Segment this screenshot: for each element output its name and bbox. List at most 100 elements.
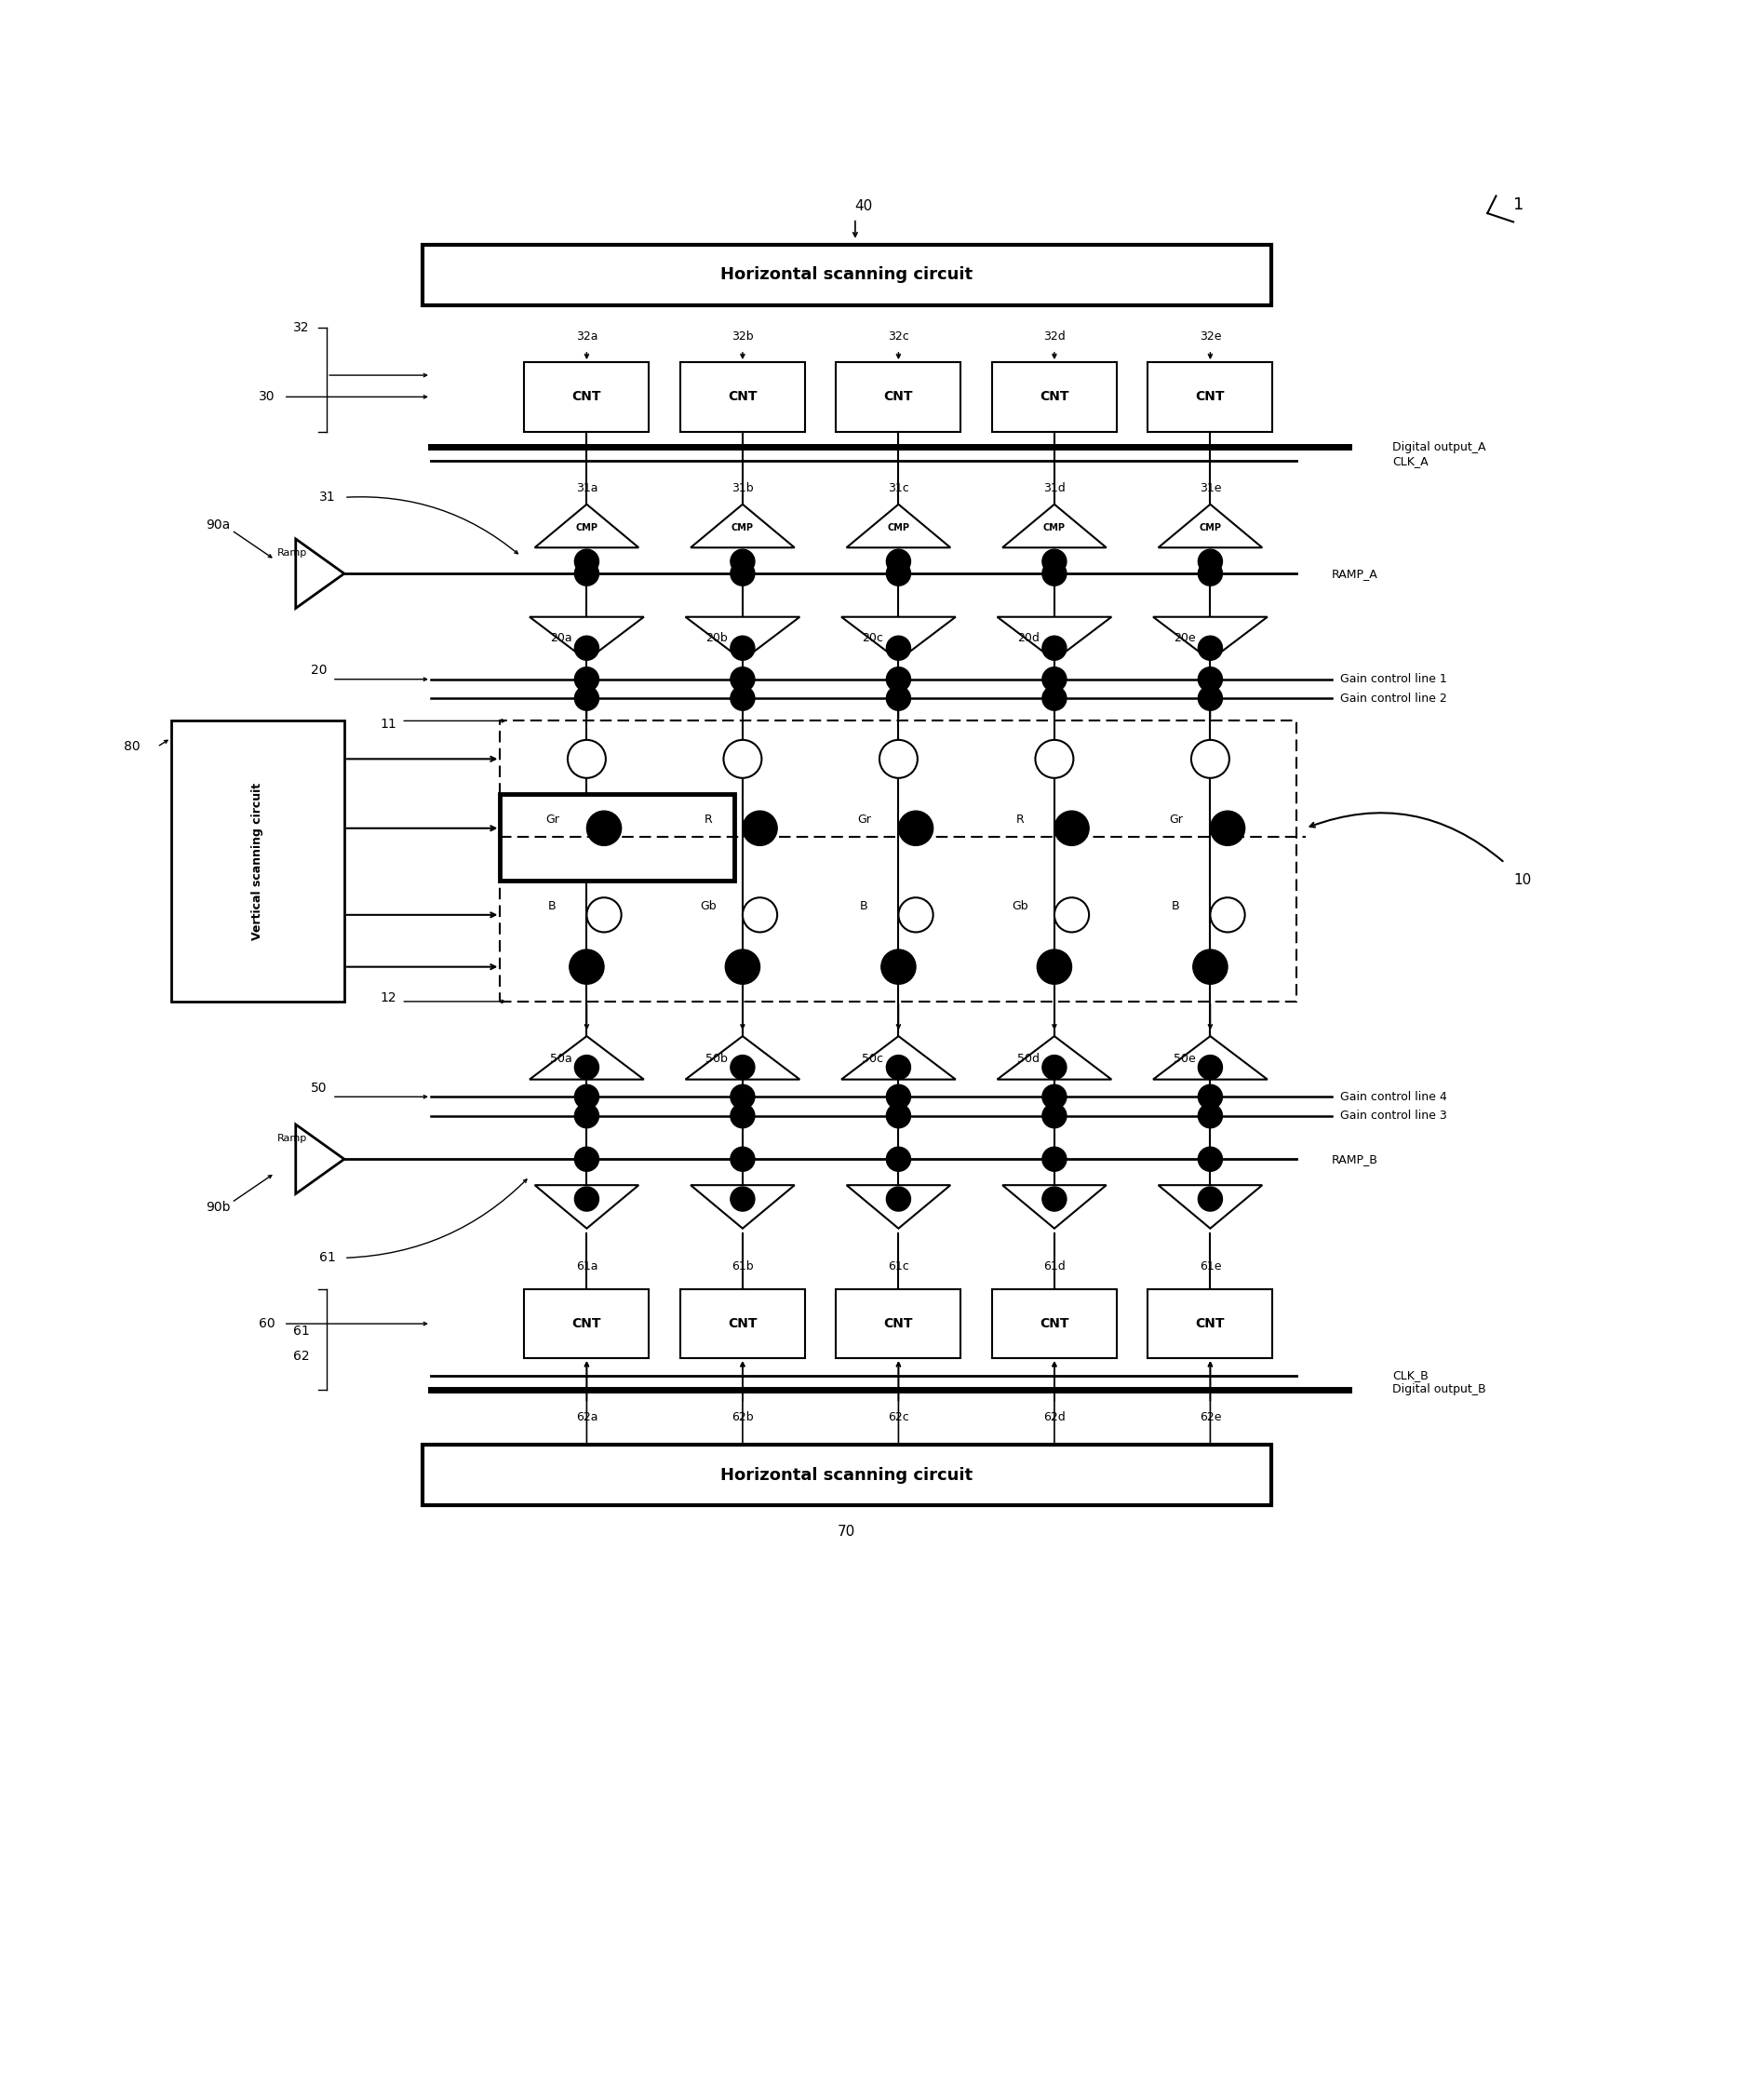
Polygon shape	[295, 1124, 344, 1193]
Circle shape	[574, 668, 599, 691]
Text: 32c: 32c	[888, 330, 909, 342]
Circle shape	[1199, 561, 1223, 586]
Circle shape	[1042, 550, 1066, 573]
Text: 90a: 90a	[206, 519, 230, 531]
Circle shape	[1199, 636, 1223, 659]
Polygon shape	[686, 617, 799, 659]
Text: Gain control line 2: Gain control line 2	[1340, 693, 1447, 704]
Text: CNT: CNT	[1040, 391, 1070, 403]
Text: 61d: 61d	[1044, 1260, 1066, 1273]
Text: Gr: Gr	[1169, 813, 1183, 825]
Bar	[422, 1445, 1270, 1506]
Text: 61e: 61e	[1199, 1260, 1221, 1273]
Circle shape	[731, 1054, 756, 1079]
Circle shape	[726, 949, 759, 985]
Circle shape	[1042, 668, 1066, 691]
Circle shape	[1199, 1105, 1223, 1128]
Text: 31e: 31e	[1199, 483, 1221, 496]
Circle shape	[881, 949, 916, 985]
Polygon shape	[295, 540, 344, 609]
Text: CMP: CMP	[576, 1199, 599, 1210]
Text: Gr: Gr	[857, 813, 871, 825]
Text: 50c: 50c	[862, 1052, 883, 1065]
Circle shape	[886, 561, 911, 586]
Circle shape	[1199, 550, 1223, 573]
Text: Digital output_B: Digital output_B	[1393, 1384, 1485, 1397]
Circle shape	[574, 1105, 599, 1128]
Text: 50a: 50a	[550, 1052, 572, 1065]
Circle shape	[886, 550, 911, 573]
Text: 20b: 20b	[705, 632, 728, 645]
Text: 20d: 20d	[1017, 632, 1040, 645]
Text: 62e: 62e	[1199, 1411, 1221, 1424]
Circle shape	[1042, 1105, 1066, 1128]
Circle shape	[899, 897, 934, 932]
Circle shape	[574, 550, 599, 573]
Text: 50b: 50b	[705, 1052, 728, 1065]
Text: Gb: Gb	[700, 901, 715, 911]
Bar	[836, 1289, 961, 1359]
Bar	[681, 361, 804, 430]
Circle shape	[1042, 636, 1066, 659]
Text: CMP: CMP	[731, 523, 754, 533]
Text: 32a: 32a	[576, 330, 597, 342]
Polygon shape	[1153, 617, 1267, 659]
Circle shape	[1042, 1054, 1066, 1079]
Text: RAMP_B: RAMP_B	[1331, 1153, 1379, 1166]
Circle shape	[1199, 1054, 1223, 1079]
Bar	[836, 361, 961, 430]
Text: 70: 70	[838, 1525, 855, 1539]
Circle shape	[886, 1147, 911, 1172]
Bar	[1148, 361, 1272, 430]
Circle shape	[1035, 739, 1073, 777]
Circle shape	[731, 1084, 756, 1109]
Circle shape	[731, 561, 756, 586]
Circle shape	[1192, 739, 1228, 777]
Circle shape	[886, 636, 911, 659]
Text: 62: 62	[293, 1350, 309, 1363]
Text: 90b: 90b	[206, 1201, 230, 1214]
Text: 31: 31	[319, 491, 335, 504]
Circle shape	[1199, 687, 1223, 710]
Text: 61a: 61a	[576, 1260, 597, 1273]
Circle shape	[1199, 1147, 1223, 1172]
Text: Ramp: Ramp	[277, 548, 307, 556]
Polygon shape	[691, 504, 794, 548]
Circle shape	[567, 739, 606, 777]
Text: CMP: CMP	[1044, 1199, 1066, 1210]
Polygon shape	[686, 1035, 799, 1079]
Text: Gb: Gb	[1012, 901, 1028, 911]
Circle shape	[731, 1105, 756, 1128]
Text: CNT: CNT	[1195, 1317, 1225, 1329]
Polygon shape	[1002, 504, 1106, 548]
Text: B: B	[548, 901, 557, 911]
Circle shape	[569, 949, 604, 985]
Text: 31b: 31b	[731, 483, 754, 496]
Bar	[991, 1289, 1117, 1359]
Text: 80: 80	[124, 741, 140, 754]
Text: CLK_A: CLK_A	[1393, 456, 1427, 466]
Text: CMP: CMP	[576, 523, 599, 533]
Circle shape	[743, 897, 777, 932]
Circle shape	[1054, 811, 1089, 846]
Circle shape	[731, 668, 756, 691]
Polygon shape	[841, 1035, 956, 1079]
Circle shape	[886, 1084, 911, 1109]
Text: Vertical scanning circuit: Vertical scanning circuit	[251, 783, 263, 941]
Text: 62c: 62c	[888, 1411, 909, 1424]
Circle shape	[1042, 561, 1066, 586]
Text: 20: 20	[311, 664, 326, 676]
Text: CMP: CMP	[886, 523, 909, 533]
Text: CMP: CMP	[731, 1199, 754, 1210]
Circle shape	[586, 897, 621, 932]
Circle shape	[731, 1186, 756, 1212]
Text: B: B	[1171, 901, 1180, 911]
Polygon shape	[996, 1035, 1112, 1079]
Text: CNT: CNT	[883, 1317, 913, 1329]
Circle shape	[574, 636, 599, 659]
Text: 32: 32	[293, 321, 309, 334]
Circle shape	[899, 811, 934, 846]
Circle shape	[731, 636, 756, 659]
Circle shape	[724, 739, 761, 777]
Circle shape	[731, 687, 756, 710]
